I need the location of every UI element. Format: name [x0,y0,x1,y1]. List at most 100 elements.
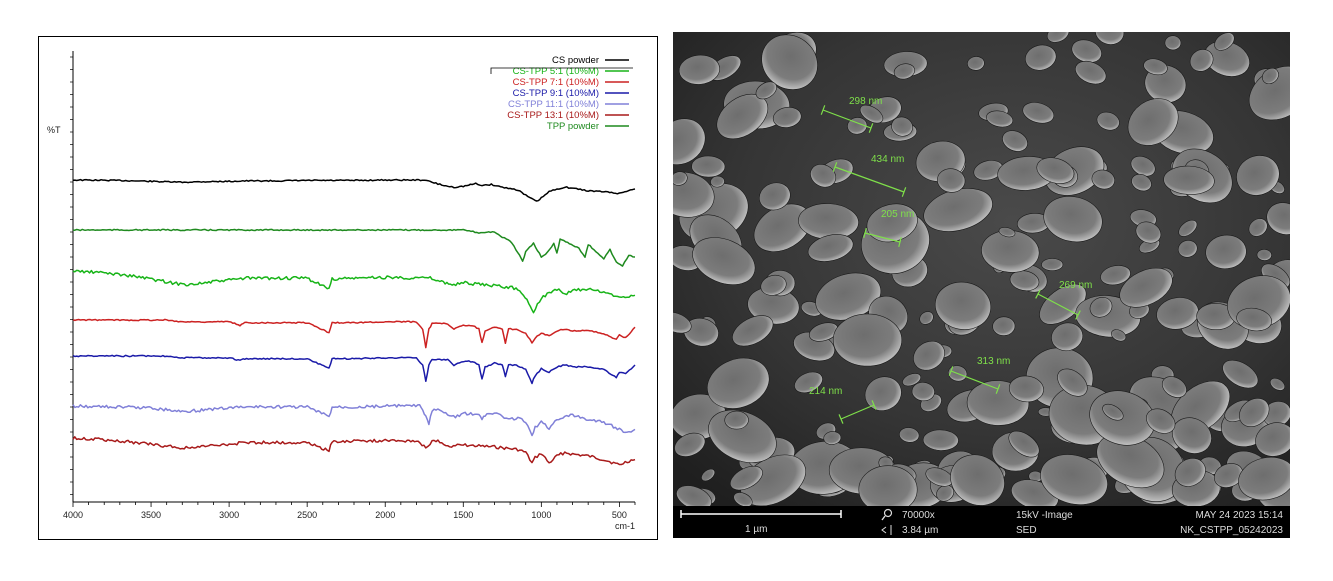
x-tick-label: 4000 [63,510,83,520]
sem-particle [1039,283,1087,325]
sem-particle [1102,403,1124,421]
sem-particle [1248,218,1268,237]
x-tick-label: 1000 [531,510,551,520]
ftir-panel: 4000 3500 3000 2500 2000 1500 1000 500 CS powde… [38,36,658,540]
sem-particle [673,118,706,165]
sem-particle [823,431,842,445]
detector: SED [1016,525,1037,536]
measurement-label: 214 nm [809,386,842,397]
sem-particle [1255,422,1290,457]
sem-particle [1096,111,1120,131]
sem-particle [673,171,715,218]
acquisition-datetime: MAY 24 2023 15:14 [1196,510,1284,521]
x-axis-unit: cm-1 [615,521,635,531]
sem-particle [758,182,791,211]
measurement-end-tick [863,228,867,238]
sem-particle [1089,297,1113,318]
magnification-value: 70000x [902,510,935,521]
sem-particle [1261,67,1279,85]
sem-info-bar [673,506,1290,538]
sem-particle [691,155,726,178]
sem-particle [706,357,770,409]
sem-particle [1036,157,1075,184]
sem-particle [967,56,985,71]
measurement-end-tick [868,123,874,133]
x-tick-label: 2000 [375,510,395,520]
sem-particle [899,427,920,443]
measurement-end-tick [838,414,844,424]
sem-particle [1146,408,1176,434]
sem-particle [1131,173,1152,192]
sem-particles [673,32,1290,514]
voltage-mode: 15kV -Image [1016,510,1073,521]
measurement-label: 205 nm [881,209,914,220]
legend-label: CS-TPP 11:1 (10%M) [508,99,599,110]
legend-label: TPP powder [547,121,599,132]
sem-particle [701,468,716,482]
sem-particle [716,93,769,140]
x-tick-label: 2500 [297,510,317,520]
sem-particle [1002,130,1028,152]
legend-label: CS-TPP 13:1 (10%M) [507,110,599,121]
sem-particle [832,313,903,367]
sem-measurements: 298 nm 434 nm 205 nm 269 nm 313 nm 214 nm [809,96,1092,424]
sem-particle [1127,98,1179,146]
sem-particle [807,234,854,262]
sem-particle [950,454,1005,506]
measurement-end-tick [898,237,902,247]
sem-particle [1222,359,1259,389]
sem-particle [1269,377,1286,391]
sem-particle [1100,265,1131,286]
field-width-icon [881,525,892,535]
series-line-cs-tpp-7-1-10-m [72,318,636,349]
sem-particle [1163,165,1215,195]
magnifier-icon [881,508,893,521]
sem-particle [1008,430,1040,458]
sem-particle [1256,248,1272,261]
sem-particle [760,274,787,296]
legend-bracket [490,67,633,74]
measurement-end-tick [820,105,826,115]
sem-particle [1164,35,1182,51]
sem-particle [724,410,749,430]
sem-particle [1135,221,1162,244]
sample-id: NK_CSTPP_05242023 [1180,525,1283,536]
measurement-label: 313 nm [977,356,1010,367]
measurement-line [1037,293,1079,316]
series-line-cs-tpp-11-1-10-m [72,403,636,437]
sem-particle [1238,398,1270,427]
sem-particle [1095,32,1125,45]
sem-particle [859,104,884,124]
sem-particle [732,315,774,347]
sem-particle [1143,58,1168,76]
sem-particle [1238,456,1290,501]
sem-image-panel: 298 nm 434 nm 205 nm 269 nm 313 nm 214 nm 1 µ… [673,32,1290,538]
measurement-label: 434 nm [871,154,904,165]
sem-particle [864,376,902,411]
sem-particle [1205,234,1247,270]
sem-particle [1091,169,1115,190]
legend-label: CS-TPP 5:1 (10%M) [513,66,599,77]
sem-particle [1266,202,1290,235]
sem-particle [673,171,688,186]
sem-particle [755,81,777,100]
sem-particle [1041,258,1064,271]
sem-particle [673,311,692,334]
measurement-end-tick [901,187,907,197]
sem-particle [1214,32,1235,51]
measurement-line [864,232,901,243]
sem-particle [986,110,1014,128]
sem-particle [936,484,955,502]
field-width-value: 3.84 µm [902,525,938,536]
sem-particle [1213,463,1244,488]
sem-particle [772,106,802,128]
series-line-cs-powder [72,178,636,202]
measurement-end-tick [1075,310,1081,320]
sem-particle [1040,454,1108,505]
sem-particle [992,316,1016,336]
ftir-axes: 4000 3500 3000 2500 2000 1500 1000 500 [63,51,636,520]
measurement-end-tick [1035,289,1041,299]
sem-particle [1177,240,1198,258]
x-tick-label: 1500 [453,510,473,520]
sem-particle [678,54,720,85]
